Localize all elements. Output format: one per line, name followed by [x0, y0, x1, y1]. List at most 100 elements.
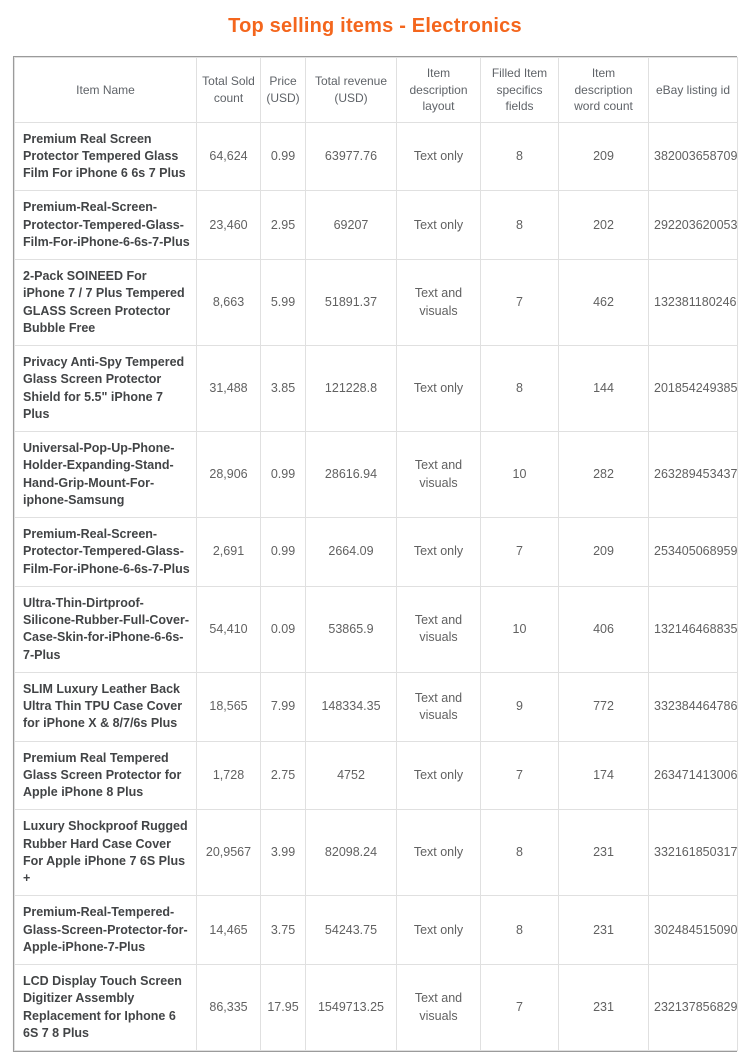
- word-count-cell: 231: [558, 809, 649, 897]
- word-count-cell: 462: [558, 259, 649, 347]
- price-cell: 17.95: [260, 964, 306, 1052]
- price-cell: 5.99: [260, 259, 306, 347]
- description-layout-cell: Text only: [396, 895, 481, 966]
- ebay-listing-id-cell: 332161850317: [648, 809, 738, 897]
- total-sold-cell: 1,728: [196, 740, 261, 811]
- ebay-listing-id-cell: 382003658709: [648, 121, 738, 192]
- top-selling-items-table: Item Name Total Sold count Price (USD) Tota…: [14, 57, 738, 1052]
- specifics-fields-cell: 8: [480, 895, 559, 966]
- total-revenue-cell: 28616.94: [305, 431, 397, 519]
- total-sold-cell: 18,565: [196, 671, 261, 742]
- description-layout-cell: Text and visuals: [396, 964, 481, 1052]
- table-row: Luxury Shockproof Rugged Rubber Hard Cas…: [14, 809, 738, 897]
- price-cell: 3.99: [260, 809, 306, 897]
- description-layout-cell: Text only: [396, 740, 481, 811]
- word-count-cell: 209: [558, 517, 649, 587]
- table-row: SLIM Luxury Leather Back Ultra Thin TPU …: [14, 671, 738, 742]
- ebay-listing-id-cell: 302484515090: [648, 895, 738, 966]
- table-row: 2-Pack SOINEED For iPhone 7 / 7 Plus Tem…: [14, 259, 738, 347]
- specifics-fields-cell: 10: [480, 585, 559, 673]
- item-name-cell: Premium-Real-Screen-Protector-Tempered-G…: [14, 517, 197, 587]
- total-revenue-cell: 82098.24: [305, 809, 397, 897]
- price-cell: 2.75: [260, 740, 306, 811]
- column-header-ebay-listing-id: eBay listing id: [648, 57, 738, 123]
- item-name-cell: Luxury Shockproof Rugged Rubber Hard Cas…: [14, 809, 197, 897]
- description-layout-cell: Text and visuals: [396, 671, 481, 742]
- word-count-cell: 202: [558, 190, 649, 261]
- total-revenue-cell: 54243.75: [305, 895, 397, 966]
- word-count-cell: 772: [558, 671, 649, 742]
- item-name-cell: Ultra-Thin-Dirtproof-Silicone-Rubber-Ful…: [14, 585, 197, 673]
- description-layout-cell: Text and visuals: [396, 259, 481, 347]
- price-cell: 7.99: [260, 671, 306, 742]
- total-revenue-cell: 2664.09: [305, 517, 397, 587]
- item-name-cell: Premium-Real-Tempered-Glass-Screen-Prote…: [14, 895, 197, 966]
- total-sold-cell: 8,663: [196, 259, 261, 347]
- price-cell: 0.99: [260, 431, 306, 519]
- total-sold-cell: 14,465: [196, 895, 261, 966]
- total-revenue-cell: 4752: [305, 740, 397, 811]
- ebay-listing-id-cell: 132381180246: [648, 259, 738, 347]
- item-name-cell: Universal-Pop-Up-Phone-Holder-Expanding-…: [14, 431, 197, 519]
- table-row: Premium-Real-Screen-Protector-Tempered-G…: [14, 190, 738, 261]
- total-sold-cell: 2,691: [196, 517, 261, 587]
- price-cell: 2.95: [260, 190, 306, 261]
- column-header-item-name: Item Name: [14, 57, 197, 123]
- ebay-listing-id-cell: 263471413006: [648, 740, 738, 811]
- ebay-listing-id-cell: 201854249385: [648, 345, 738, 433]
- specifics-fields-cell: 8: [480, 345, 559, 433]
- total-sold-cell: 64,624: [196, 121, 261, 192]
- total-revenue-cell: 69207: [305, 190, 397, 261]
- table-row: Premium-Real-Tempered-Glass-Screen-Prote…: [14, 895, 738, 966]
- ebay-listing-id-cell: 253405068959: [648, 517, 738, 587]
- price-cell: 3.85: [260, 345, 306, 433]
- item-name-cell: Premium Real Screen Protector Tempered G…: [14, 121, 197, 192]
- total-revenue-cell: 148334.35: [305, 671, 397, 742]
- column-header-word-count: Item description word count: [558, 57, 649, 123]
- specifics-fields-cell: 7: [480, 964, 559, 1052]
- item-name-cell: LCD Display Touch Screen Digitizer Assem…: [14, 964, 197, 1052]
- header-row: Item Name Total Sold count Price (USD) Tota…: [14, 57, 738, 123]
- specifics-fields-cell: 9: [480, 671, 559, 742]
- ebay-listing-id-cell: 232137856829: [648, 964, 738, 1052]
- page-title: Top selling items - Electronics: [228, 15, 522, 37]
- column-header-price: Price (USD): [260, 57, 306, 123]
- word-count-cell: 144: [558, 345, 649, 433]
- total-revenue-cell: 121228.8: [305, 345, 397, 433]
- table-row: Universal-Pop-Up-Phone-Holder-Expanding-…: [14, 431, 738, 519]
- description-layout-cell: Text and visuals: [396, 585, 481, 673]
- table-container: Item Name Total Sold count Price (USD) Tota…: [13, 56, 738, 1052]
- description-layout-cell: Text only: [396, 121, 481, 192]
- description-layout-cell: Text only: [396, 345, 481, 433]
- specifics-fields-cell: 10: [480, 431, 559, 519]
- total-sold-cell: 54,410: [196, 585, 261, 673]
- item-name-cell: SLIM Luxury Leather Back Ultra Thin TPU …: [14, 671, 197, 742]
- price-cell: 0.99: [260, 517, 306, 587]
- total-sold-cell: 31,488: [196, 345, 261, 433]
- table-body: Premium Real Screen Protector Tempered G…: [14, 121, 738, 1052]
- total-sold-cell: 28,906: [196, 431, 261, 519]
- specifics-fields-cell: 7: [480, 517, 559, 587]
- ebay-listing-id-cell: 332384464786: [648, 671, 738, 742]
- total-sold-cell: 20,9567: [196, 809, 261, 897]
- table-row: Ultra-Thin-Dirtproof-Silicone-Rubber-Ful…: [14, 585, 738, 673]
- specifics-fields-cell: 8: [480, 809, 559, 897]
- item-name-cell: Premium-Real-Screen-Protector-Tempered-G…: [14, 190, 197, 261]
- specifics-fields-cell: 8: [480, 121, 559, 192]
- price-cell: 0.09: [260, 585, 306, 673]
- word-count-cell: 209: [558, 121, 649, 192]
- table-row: Premium Real Tempered Glass Screen Prote…: [14, 740, 738, 811]
- word-count-cell: 282: [558, 431, 649, 519]
- table-row: LCD Display Touch Screen Digitizer Assem…: [14, 964, 738, 1052]
- total-revenue-cell: 53865.9: [305, 585, 397, 673]
- price-cell: 0.99: [260, 121, 306, 192]
- ebay-listing-id-cell: 263289453437: [648, 431, 738, 519]
- column-header-total-revenue: Total revenue (USD): [305, 57, 397, 123]
- item-name-cell: Privacy Anti-Spy Tempered Glass Screen P…: [14, 345, 197, 433]
- total-sold-cell: 86,335: [196, 964, 261, 1052]
- column-header-specifics-fields: Filled Item specifics fields: [480, 57, 559, 123]
- column-header-total-sold: Total Sold count: [196, 57, 261, 123]
- ebay-listing-id-cell: 132146468835: [648, 585, 738, 673]
- word-count-cell: 174: [558, 740, 649, 811]
